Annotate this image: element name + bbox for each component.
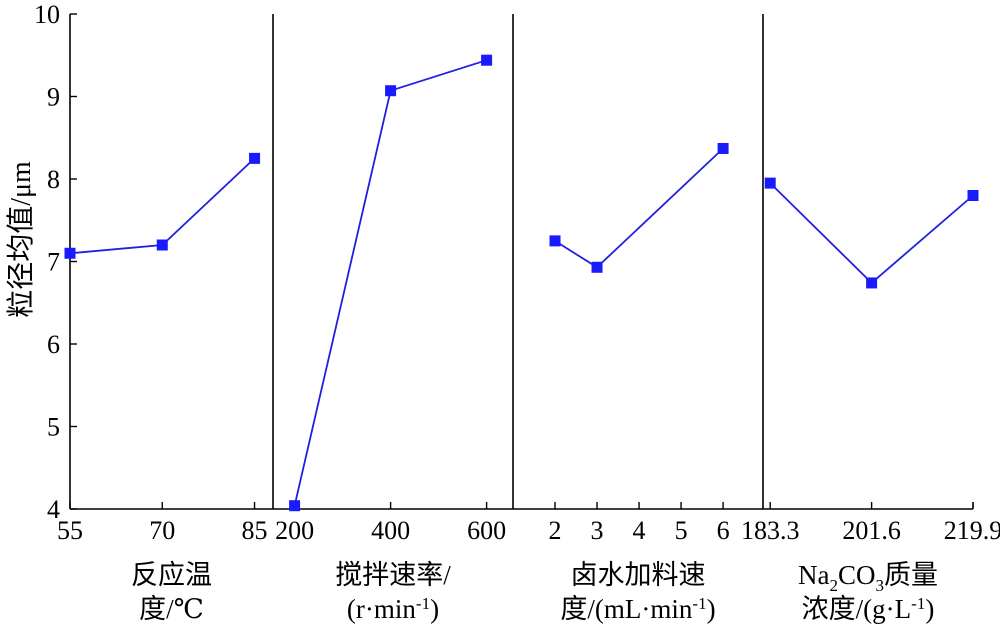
y-tick-label: 8 — [47, 165, 60, 194]
x-axis-title: 反应温 — [131, 560, 212, 590]
y-axis-title: 粒径均值/μm — [5, 161, 37, 318]
data-point — [289, 500, 301, 512]
data-point — [385, 85, 397, 97]
x-axis-title: 度/(mL·min-1) — [560, 594, 715, 624]
data-point — [717, 142, 729, 154]
y-tick-label: 6 — [47, 330, 60, 359]
data-point — [866, 277, 878, 289]
x-axis-title: 度/℃ — [139, 594, 204, 624]
data-point — [549, 235, 561, 247]
data-point — [481, 54, 493, 66]
x-tick-label: 600 — [467, 516, 506, 545]
series-line — [769, 182, 974, 285]
x-tick-label: 6 — [717, 516, 730, 545]
y-tick-label: 4 — [47, 495, 60, 524]
y-tick-label: 5 — [47, 413, 60, 442]
series-line — [554, 147, 724, 269]
x-tick-label: 201.6 — [842, 516, 901, 545]
data-point — [967, 190, 979, 201]
x-tick-label: 85 — [242, 516, 268, 545]
x-axis-title: 浓度/(g·L-1) — [802, 594, 935, 624]
series-line — [69, 157, 256, 255]
x-tick-label: 3 — [591, 516, 604, 545]
x-tick-label: 400 — [371, 516, 410, 545]
series-line — [293, 59, 487, 506]
chart-marks — [64, 54, 979, 512]
x-axis-title: (r·min-1) — [347, 594, 439, 624]
x-axis-title: 卤水加料速 — [571, 560, 706, 590]
y-tick-label: 9 — [47, 83, 60, 112]
data-point — [64, 247, 76, 259]
x-axis-title: Na2CO3质量 — [798, 560, 938, 595]
x-tick-label: 5 — [675, 516, 688, 545]
data-point — [591, 261, 603, 273]
x-tick-label: 200 — [275, 516, 314, 545]
axes — [69, 13, 974, 510]
y-tick-label: 10 — [34, 0, 60, 29]
x-tick-label: 183.3 — [741, 516, 800, 545]
data-point — [764, 177, 776, 189]
data-point — [156, 239, 168, 251]
x-tick-label: 55 — [57, 516, 83, 545]
y-tick-label: 7 — [47, 248, 60, 277]
x-tick-label: 4 — [633, 516, 646, 545]
x-tick-label: 219.9 — [944, 516, 1000, 545]
x-tick-label: 2 — [549, 516, 562, 545]
x-axis-title: 搅拌速率/ — [335, 560, 451, 590]
data-point — [249, 152, 261, 164]
x-tick-label: 70 — [149, 516, 175, 545]
